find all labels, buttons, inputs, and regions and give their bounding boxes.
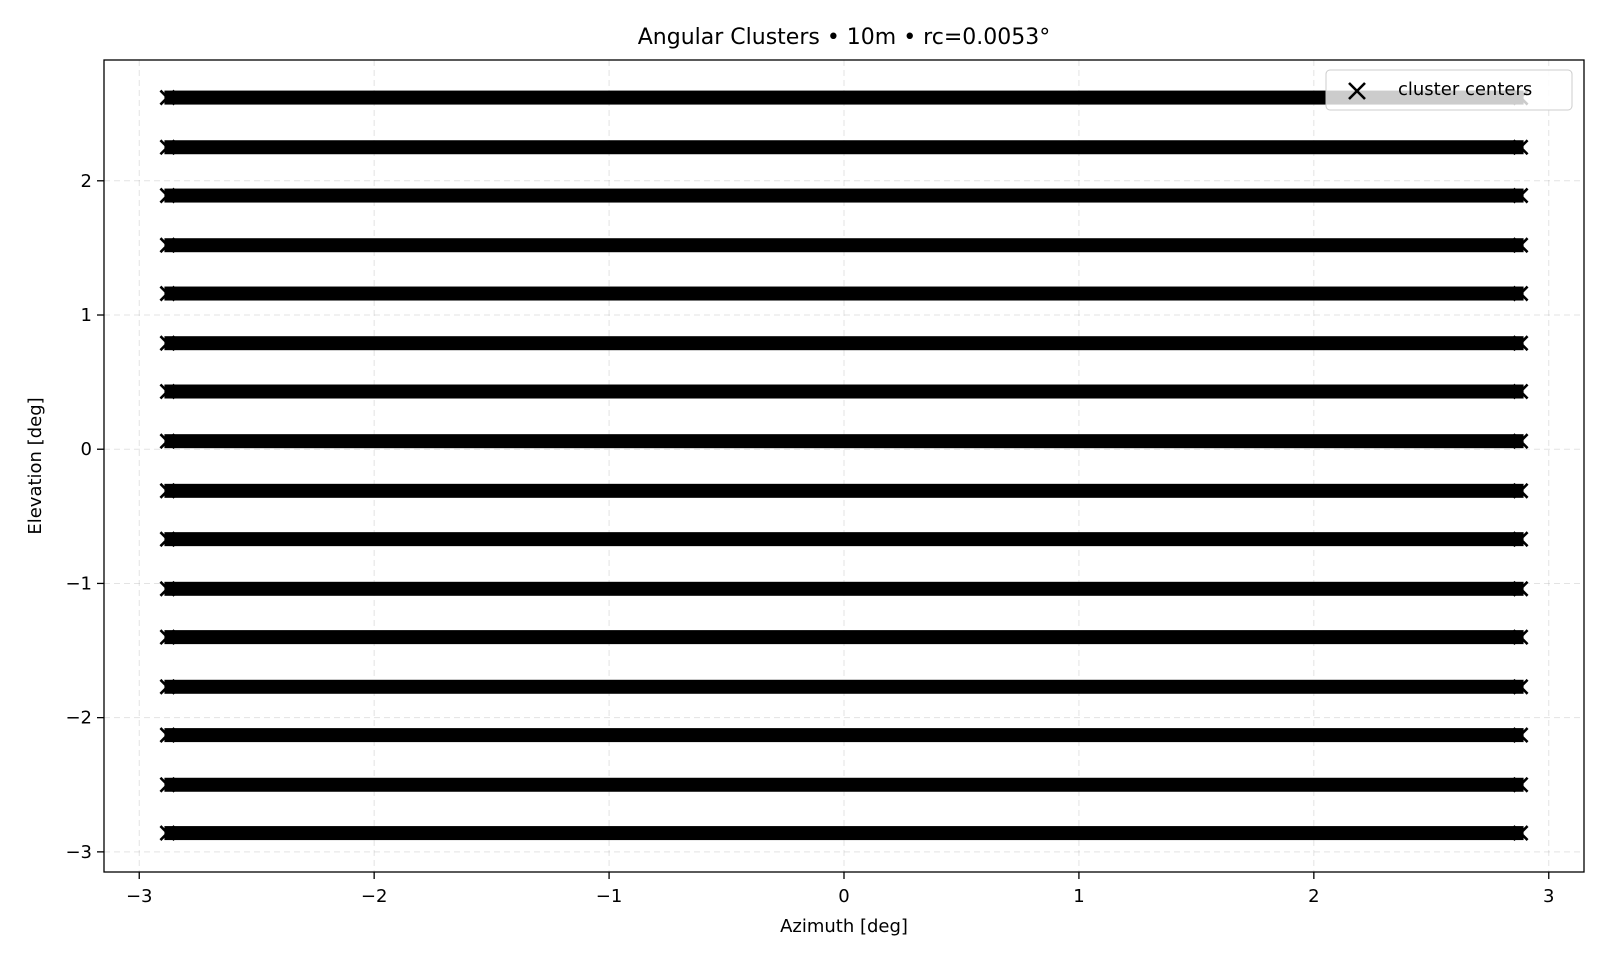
y-tick-label: 2 — [81, 171, 92, 192]
cluster-row-band — [164, 826, 1524, 841]
cluster-row — [159, 187, 1529, 204]
y-tick-label: −3 — [65, 842, 92, 863]
cluster-row-band — [164, 630, 1524, 645]
legend-label: cluster centers — [1398, 79, 1532, 100]
legend: cluster centers — [1325, 69, 1573, 111]
x-tick-label: −3 — [126, 886, 153, 907]
cluster-marker — [1512, 727, 1529, 744]
cluster-row — [159, 580, 1529, 597]
y-tick-label: −1 — [65, 573, 92, 594]
cluster-marker — [159, 580, 176, 597]
cluster-marker — [159, 335, 176, 352]
cluster-marker — [159, 89, 176, 106]
x-axis-title: Azimuth [deg] — [780, 916, 908, 937]
cluster-row-band — [164, 286, 1524, 301]
cluster-marker — [159, 237, 176, 254]
cluster-marker — [1512, 335, 1529, 352]
cluster-row-band — [164, 532, 1524, 547]
y-axis-title: Elevation [deg] — [25, 397, 46, 534]
cluster-row — [159, 335, 1529, 352]
cluster-marker — [159, 825, 176, 841]
cluster-marker — [159, 531, 176, 548]
cluster-row-band — [164, 238, 1524, 253]
cluster-row-band — [164, 434, 1524, 449]
x-tick-label: −2 — [361, 886, 388, 907]
x-tick-label: 0 — [838, 886, 849, 907]
cluster-marker — [159, 482, 176, 499]
cluster-marker — [1512, 580, 1529, 597]
cluster-row — [159, 678, 1529, 695]
cluster-marker — [159, 139, 176, 156]
cluster-marker — [1512, 825, 1529, 841]
cluster-marker — [159, 727, 176, 744]
x-tick-label: −1 — [596, 886, 623, 907]
chart-title: Angular Clusters • 10m • rc=0.0053° — [638, 25, 1051, 50]
cluster-row-band — [164, 728, 1524, 743]
cluster-row — [159, 285, 1529, 302]
cluster-row — [159, 237, 1529, 254]
y-tick-label: 0 — [81, 439, 92, 460]
cluster-marker — [1512, 531, 1529, 548]
cluster-marker — [1512, 285, 1529, 302]
legend-box — [1325, 69, 1573, 111]
y-tick-label: −2 — [65, 708, 92, 729]
cluster-marker — [1512, 383, 1529, 400]
x-tick-label: 1 — [1073, 886, 1084, 907]
cluster-row — [159, 89, 1529, 106]
cluster-marker — [1512, 139, 1529, 156]
legend-marker-x-icon — [1348, 82, 1366, 100]
cluster-row-band — [164, 777, 1524, 792]
cluster-row — [159, 776, 1529, 793]
cluster-marker — [1512, 678, 1529, 695]
cluster-row — [159, 433, 1529, 450]
cluster-marker — [1512, 187, 1529, 204]
cluster-row-band — [164, 90, 1524, 105]
cluster-row-band — [164, 384, 1524, 399]
cluster-marker — [1512, 482, 1529, 499]
cluster-marker — [159, 187, 176, 204]
cluster-row-band — [164, 679, 1524, 694]
data-layer — [159, 89, 1529, 841]
cluster-row — [159, 629, 1529, 646]
cluster-marker — [1512, 433, 1529, 450]
cluster-row — [159, 139, 1529, 156]
cluster-marker — [159, 383, 176, 400]
cluster-marker — [1512, 776, 1529, 793]
axes: −3 −2 −1 0 1 2 3 −3 −2 −1 0 1 2 — [65, 171, 1554, 907]
cluster-marker — [159, 285, 176, 302]
x-tick-label: 2 — [1308, 886, 1319, 907]
cluster-row-band — [164, 188, 1524, 203]
cluster-row — [159, 531, 1529, 548]
cluster-marker — [1512, 629, 1529, 646]
cluster-row — [159, 727, 1529, 744]
cluster-row — [159, 482, 1529, 499]
y-tick-label: 1 — [81, 305, 92, 326]
cluster-row-band — [164, 140, 1524, 155]
cluster-row — [159, 825, 1529, 841]
cluster-row-band — [164, 483, 1524, 498]
cluster-row — [159, 383, 1529, 400]
cluster-marker — [159, 433, 176, 450]
x-tick-label: 3 — [1543, 886, 1554, 907]
cluster-marker — [159, 678, 176, 695]
cluster-marker — [1512, 237, 1529, 254]
cluster-row-band — [164, 581, 1524, 596]
cluster-row-band — [164, 336, 1524, 351]
cluster-marker — [159, 629, 176, 646]
cluster-marker — [159, 776, 176, 793]
